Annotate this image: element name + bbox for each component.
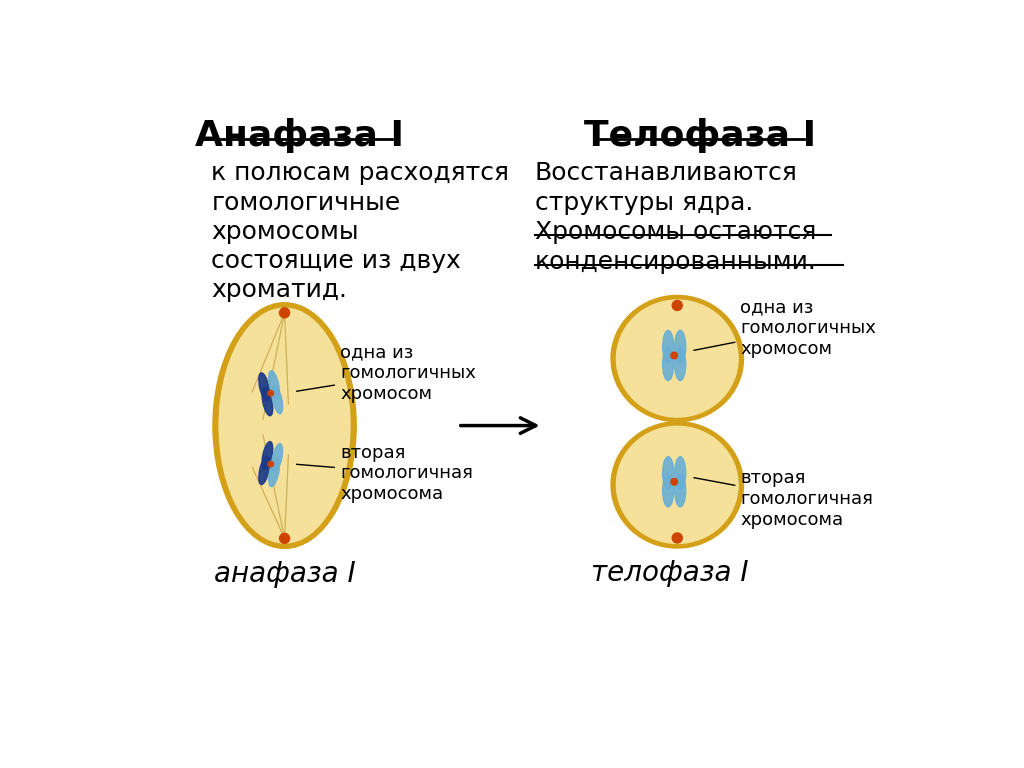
Text: одна из
гомологичных
хромосом: одна из гомологичных хромосом	[297, 343, 476, 403]
Ellipse shape	[268, 371, 280, 399]
Ellipse shape	[675, 475, 686, 507]
Ellipse shape	[262, 388, 272, 415]
Text: хромосомы: хромосомы	[211, 220, 359, 244]
Ellipse shape	[259, 457, 269, 485]
Ellipse shape	[616, 426, 738, 544]
Circle shape	[672, 533, 682, 543]
Circle shape	[671, 353, 678, 359]
Circle shape	[672, 300, 682, 310]
Text: к полюсам расходятся: к полюсам расходятся	[211, 161, 509, 185]
Text: вторая
гомологичная
хромосома: вторая гомологичная хромосома	[694, 469, 873, 528]
Text: конденсированными.: конденсированными.	[535, 250, 817, 274]
Ellipse shape	[259, 372, 269, 401]
Text: Анафаза I: Анафаза I	[196, 118, 404, 153]
Ellipse shape	[611, 422, 743, 548]
Ellipse shape	[675, 457, 686, 489]
Ellipse shape	[213, 303, 356, 548]
Circle shape	[280, 308, 290, 318]
Circle shape	[268, 390, 273, 396]
Ellipse shape	[616, 300, 738, 417]
Circle shape	[671, 478, 678, 485]
Text: хроматид.: хроматид.	[211, 279, 347, 303]
Text: Восстанавливаются: Восстанавливаются	[535, 161, 798, 185]
Ellipse shape	[663, 330, 674, 363]
Ellipse shape	[271, 444, 283, 472]
Ellipse shape	[675, 330, 686, 363]
Text: одна из
гомологичных
хромосом: одна из гомологичных хромосом	[694, 298, 877, 358]
Text: Телофаза I: Телофаза I	[585, 118, 816, 153]
Ellipse shape	[663, 475, 674, 507]
Ellipse shape	[268, 458, 280, 487]
Ellipse shape	[663, 348, 674, 381]
Ellipse shape	[675, 348, 686, 381]
Ellipse shape	[663, 457, 674, 489]
Ellipse shape	[219, 308, 350, 543]
Text: гомологичные: гомологичные	[211, 190, 400, 215]
Ellipse shape	[271, 386, 283, 414]
Text: Хромосомы остаются: Хромосомы остаются	[535, 220, 816, 244]
Circle shape	[280, 533, 290, 544]
Text: состоящие из двух: состоящие из двух	[211, 250, 461, 273]
Text: анафаза I: анафаза I	[214, 560, 355, 588]
Text: телофаза I: телофаза I	[591, 559, 749, 587]
Ellipse shape	[262, 442, 272, 469]
Ellipse shape	[611, 296, 743, 422]
Text: структуры ядра.: структуры ядра.	[535, 190, 754, 215]
Text: вторая
гомологичная
хромосома: вторая гомологичная хромосома	[297, 443, 473, 503]
Circle shape	[268, 462, 273, 467]
